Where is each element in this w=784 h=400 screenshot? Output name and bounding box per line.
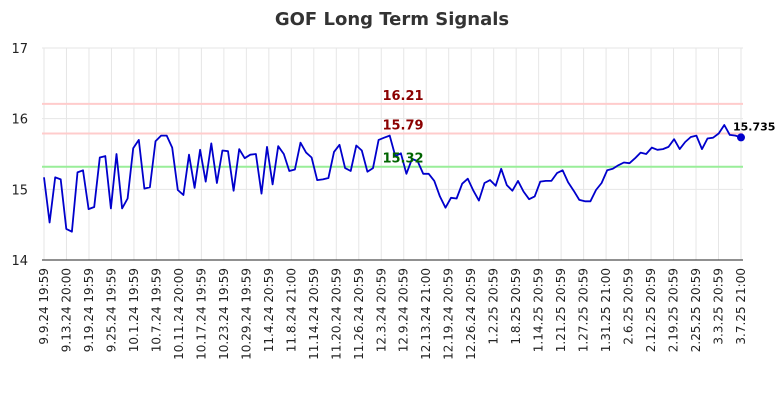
chart-title: GOF Long Term Signals xyxy=(275,9,509,30)
x-tick-label: 1.27.25 20:59 xyxy=(577,268,591,352)
x-tick-label: 3.7.25 21:00 xyxy=(734,268,748,345)
x-tick-label: 12.19.24 20:59 xyxy=(442,268,456,360)
x-tick-label: 10.1.24 19:59 xyxy=(127,268,141,352)
price-line xyxy=(43,124,742,233)
x-tick-label: 11.4.24 20:59 xyxy=(262,268,276,352)
x-tick-label: 12.26.24 20:59 xyxy=(464,268,478,360)
y-tick-label: 16 xyxy=(11,113,28,128)
x-tick-label: 9.19.24 19:59 xyxy=(82,268,96,352)
x-tick-label: 11.8.24 21:00 xyxy=(284,268,298,352)
x-tick-label: 9.9.24 19:59 xyxy=(37,268,51,345)
level-label: 15.32 xyxy=(382,152,423,167)
labels: 16.21 15.79 15.32 15.735 xyxy=(382,89,775,167)
last-value-label: 15.735 xyxy=(733,120,775,133)
x-tick-label: 10.17.24 19:59 xyxy=(194,268,208,360)
x-tick-label: 1.31.25 21:00 xyxy=(599,268,613,352)
x-tick-label: 12.9.24 20:59 xyxy=(397,268,411,352)
level-label: 16.21 xyxy=(382,89,423,104)
x-tick-label: 1.2.25 20:59 xyxy=(487,268,501,345)
x-tick-label: 1.14.25 20:59 xyxy=(532,268,546,352)
x-tick-label: 10.11.24 20:00 xyxy=(172,268,186,360)
x-tick-label: 2.6.25 20:59 xyxy=(622,268,636,345)
x-tick-label: 12.13.24 21:00 xyxy=(419,268,433,360)
x-tick-label: 11.14.24 20:59 xyxy=(307,268,321,360)
x-tick-label: 11.26.24 20:59 xyxy=(352,268,366,360)
y-tick-label: 14 xyxy=(11,254,28,269)
x-tick-label: 2.25.25 20:59 xyxy=(689,268,703,352)
x-tick-label: 3.3.25 20:59 xyxy=(712,268,726,345)
x-tick-label: 1.21.25 20:59 xyxy=(554,268,568,352)
signal-levels xyxy=(42,102,743,168)
x-tick-label: 2.19.25 20:59 xyxy=(667,268,681,352)
x-tick-label: 10.7.24 19:59 xyxy=(149,268,163,352)
y-tick-label: 15 xyxy=(11,183,28,198)
y-tick-label: 17 xyxy=(11,42,28,57)
x-tick-label: 12.3.24 20:59 xyxy=(374,268,388,352)
x-tick-label: 9.13.24 20:00 xyxy=(59,268,73,352)
last-point-marker xyxy=(737,133,745,142)
x-tick-label: 2.12.25 20:59 xyxy=(644,268,658,352)
x-tick-label: 1.8.25 20:59 xyxy=(509,268,523,345)
axes: 14 15 16 17 9.9.24 19:59 9.13.24 20:00 9.19.24… xyxy=(11,42,748,360)
level-label: 15.79 xyxy=(382,119,423,134)
x-tick-label: 10.29.24 19:59 xyxy=(239,268,253,360)
price-series xyxy=(43,124,745,233)
x-tick-label: 9.25.24 19:59 xyxy=(104,268,118,352)
x-tick-label: 11.20.24 20:59 xyxy=(329,268,343,360)
x-tick-label: 10.23.24 19:59 xyxy=(217,268,231,360)
